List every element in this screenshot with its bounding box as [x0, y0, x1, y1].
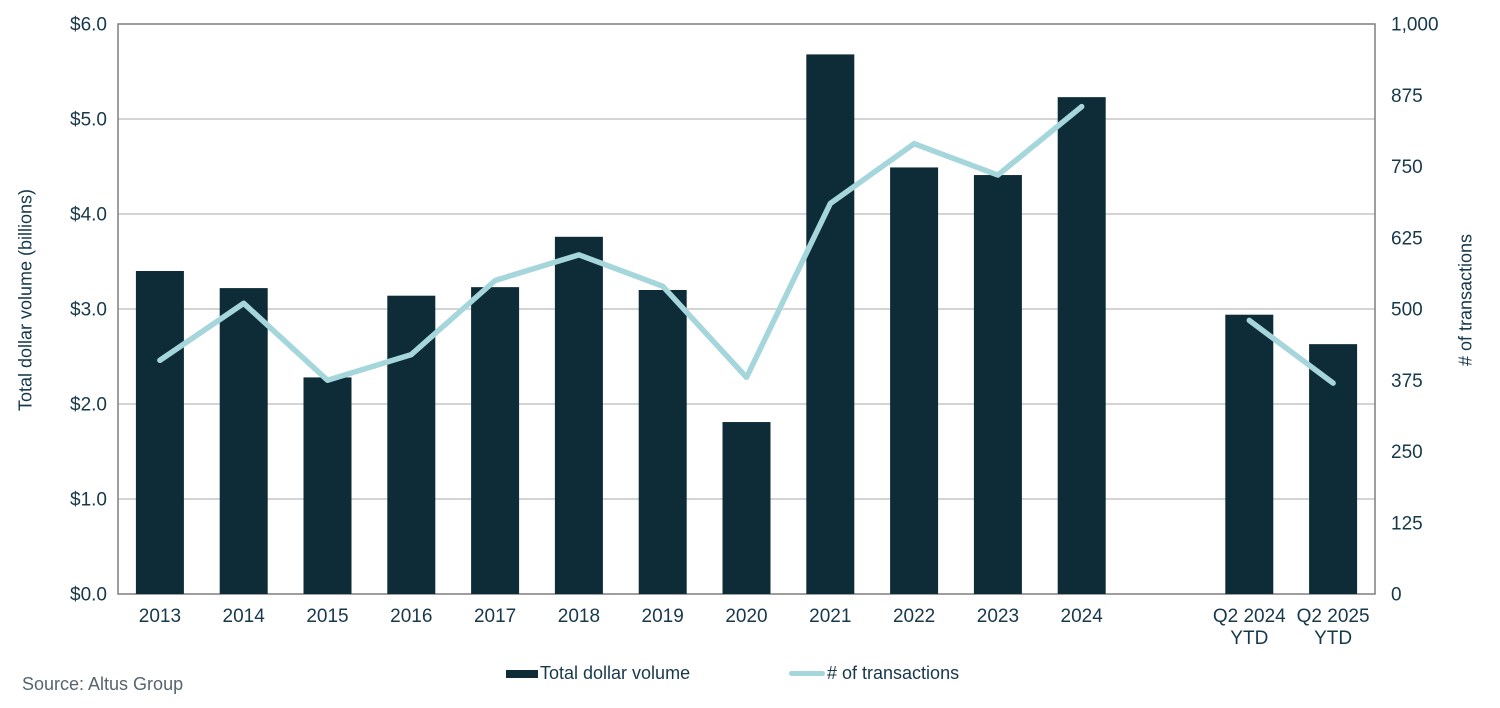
x-axis-label: YTD: [1314, 628, 1352, 649]
x-axis-label: 2021: [809, 606, 851, 627]
y-right-tick-label: 375: [1391, 371, 1423, 392]
y-right-tick-label: 125: [1391, 513, 1423, 534]
transactions-line: [157, 103, 1085, 383]
bar-2019: [638, 290, 687, 594]
y-left-tick-label: $3.0: [70, 300, 107, 321]
y-left-tick-label: $1.0: [70, 490, 107, 511]
y-right-tick-label: 750: [1391, 157, 1423, 178]
x-axis-label: Q2 2024: [1213, 606, 1286, 627]
transactions-line: [1246, 317, 1336, 386]
x-axis-label: 2017: [474, 606, 516, 627]
x-axis-label: 2020: [725, 606, 767, 627]
x-axis-label: 2015: [306, 606, 348, 627]
bar-2018: [554, 236, 603, 595]
x-axis-label: 2013: [139, 606, 181, 627]
bar-q2-2024: [1225, 314, 1274, 594]
x-axis-label: Q2 2025: [1297, 606, 1370, 627]
bar-2016: [387, 295, 436, 594]
x-axis-label: 2018: [558, 606, 600, 627]
x-axis-label: 2014: [223, 606, 266, 627]
bar-2020: [722, 422, 771, 594]
x-axis-label: 2019: [642, 606, 684, 627]
legend-item-total-dollar-volume: Total dollar volume: [506, 663, 690, 684]
bar-2024: [1057, 97, 1106, 595]
legend-line-swatch: [789, 671, 825, 676]
bar-2015: [303, 377, 352, 594]
bar-2017: [471, 287, 520, 594]
y-right-tick-label: 625: [1391, 228, 1423, 249]
y-left-tick-label: $6.0: [70, 15, 107, 36]
source-note: Source: Altus Group: [22, 674, 184, 694]
bar-2021: [806, 54, 855, 594]
y-left-tick-label: $5.0: [70, 110, 107, 131]
legend-item-transactions: # of transactions: [789, 663, 959, 684]
y-right-tick-label: 250: [1391, 442, 1423, 463]
right-axis-title: # of transactions: [1455, 233, 1476, 367]
x-axis-label: 2016: [390, 606, 432, 627]
bar-2014: [219, 288, 268, 594]
y-right-tick-label: 875: [1391, 86, 1423, 107]
bar-2023: [973, 175, 1022, 595]
left-axis-title: Total dollar volume (billions): [15, 188, 36, 412]
x-axis-label: YTD: [1230, 628, 1268, 649]
y-right-tick-label: 0: [1391, 585, 1402, 606]
legend-bar-swatch: [506, 669, 538, 678]
x-axis-label: 2023: [977, 606, 1019, 627]
y-right-tick-label: 500: [1391, 300, 1423, 321]
legend-label-transactions: # of transactions: [827, 663, 960, 683]
y-left-tick-label: $4.0: [70, 205, 107, 226]
x-axis-label: 2022: [893, 606, 935, 627]
bar-2022: [890, 167, 939, 594]
legend-label-total-dollar-volume: Total dollar volume: [540, 663, 691, 683]
y-left-tick-label: $2.0: [70, 395, 107, 416]
bar-2013: [135, 271, 184, 594]
y-right-tick-label: 1,000: [1391, 15, 1439, 36]
x-axis-label: 2024: [1061, 606, 1104, 627]
y-left-tick-label: $0.0: [70, 585, 107, 606]
